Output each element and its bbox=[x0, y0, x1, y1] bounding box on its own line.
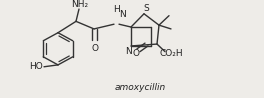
Text: N: N bbox=[119, 10, 125, 19]
Text: NH₂: NH₂ bbox=[72, 0, 88, 9]
Text: HO: HO bbox=[29, 62, 43, 71]
Text: H: H bbox=[114, 5, 120, 14]
Text: CO₂H: CO₂H bbox=[159, 49, 183, 58]
Text: amoxycillin: amoxycillin bbox=[115, 83, 166, 92]
Text: O: O bbox=[92, 44, 98, 53]
Text: S: S bbox=[143, 4, 149, 13]
Text: O: O bbox=[133, 49, 139, 58]
Text: N: N bbox=[126, 47, 132, 56]
